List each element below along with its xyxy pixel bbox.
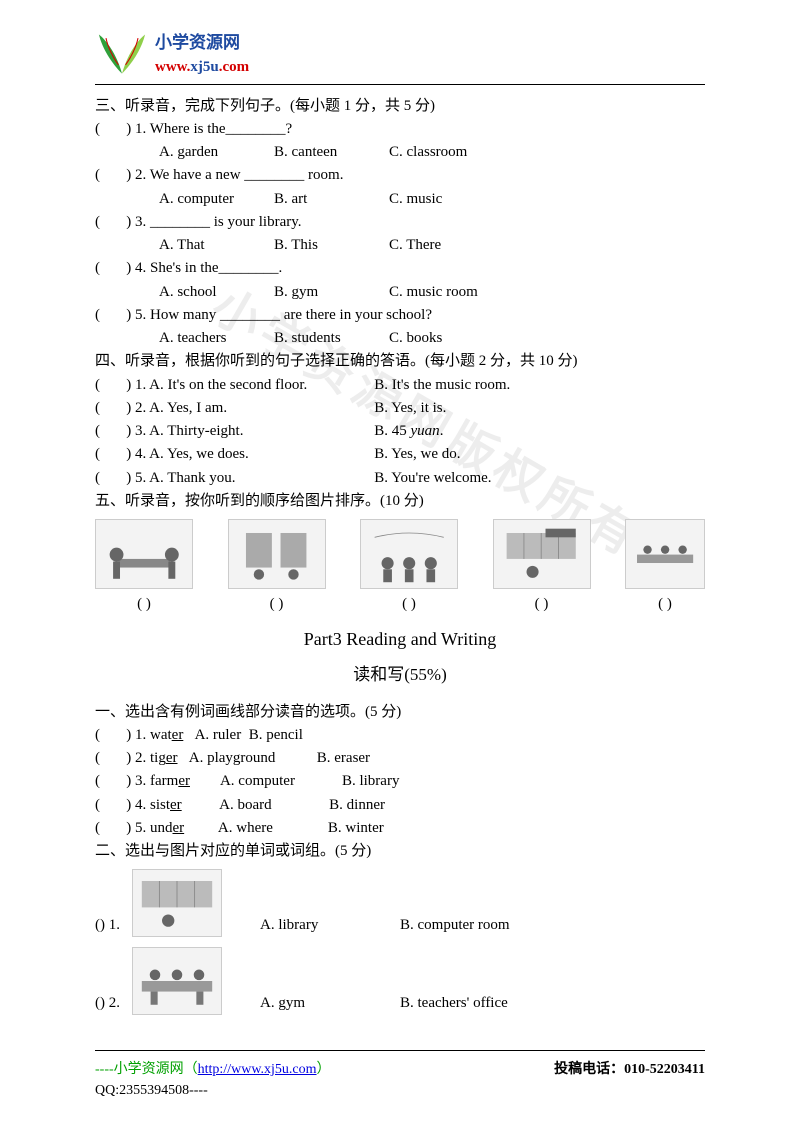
r1-q4: ( ) 4. sister A. boardB. dinner [95,794,705,817]
r2-img1 [132,869,222,937]
page-content: 小学资源网 www.xj5u.com 三、听录音，完成下列句子。(每小题 1 分… [95,30,705,1015]
header-text: 小学资源网 www.xj5u.com [155,30,249,80]
site-name-cn: 小学资源网 [155,30,249,56]
s3-q1: ( ) 1. Where is the________? [95,118,705,141]
s5-img1 [95,519,193,589]
s5-img4 [493,519,591,589]
part3-title: Part3 Reading and Writing [95,626,705,654]
footer-left: ----小学资源网（http://www.xj5u.com） QQ:235539… [95,1059,331,1102]
s5-img2 [228,519,326,589]
page-footer: ----小学资源网（http://www.xj5u.com） QQ:235539… [95,1050,705,1102]
s5-img5 [625,519,705,589]
r1-q5: ( ) 5. under A. whereB. winter [95,817,705,840]
s5-image-row: ( ) ( ) ( ) ( ) ( ) [95,519,705,616]
s5-title: 五、听录音，按你听到的顺序给图片排序。(10 分) [95,490,705,513]
r2-title: 二、选出与图片对应的单词或词组。(5 分) [95,840,705,863]
part3-sub: 读和写(55%) [95,662,705,688]
s3-q2-opts: A. computerB. artC. music [95,188,705,211]
s4-title: 四、听录音，根据你听到的句子选择正确的答语。(每小题 2 分，共 10 分) [95,350,705,373]
site-url: www.xj5u.com [155,56,249,79]
footer-right: 投稿电话：010-52203411 [554,1059,705,1102]
r2-q1: ( ) 1. A. libraryB. computer room [95,869,705,937]
r2-q2: ( ) 2. A. gymB. teachers' office [95,947,705,1015]
s4-q1: ( ) 1. A. It's on the second floor.B. It… [95,374,705,397]
s4-q3: ( ) 3. A. Thirty-eight.B. 45 yuan. [95,420,705,443]
s3-q4-opts: A. schoolB. gymC. music room [95,281,705,304]
s3-q1-opts: A. gardenB. canteenC. classroom [95,141,705,164]
s4-q4: ( ) 4. A. Yes, we does.B. Yes, we do. [95,443,705,466]
r1-q1: ( ) 1. water A. ruler B. pencil [95,724,705,747]
s4-q2: ( ) 2. A. Yes, I am.B. Yes, it is. [95,397,705,420]
logo-icon [95,31,149,79]
r1-q2: ( ) 2. tiger A. playgroundB. eraser [95,747,705,770]
s4-q5: ( ) 5. A. Thank you.B. You're welcome. [95,467,705,490]
s3-q2: ( ) 2. We have a new ________ room. [95,164,705,187]
r1-title: 一、选出含有例词画线部分读音的选项。(5 分) [95,701,705,724]
page-header: 小学资源网 www.xj5u.com [95,30,705,85]
footer-link[interactable]: http://www.xj5u.com [198,1062,317,1077]
s3-q3: ( ) 3. ________ is your library. [95,211,705,234]
s3-q4: ( ) 4. She's in the________. [95,257,705,280]
r2-img2 [132,947,222,1015]
s3-title: 三、听录音，完成下列句子。(每小题 1 分，共 5 分) [95,95,705,118]
s3-q5-opts: A. teachersB. studentsC. books [95,327,705,350]
r1-q3: ( ) 3. farmer A. computerB. library [95,770,705,793]
s5-img3 [360,519,458,589]
s3-q3-opts: A. ThatB. ThisC. There [95,234,705,257]
s3-q5: ( ) 5. How many ________ are there in yo… [95,304,705,327]
